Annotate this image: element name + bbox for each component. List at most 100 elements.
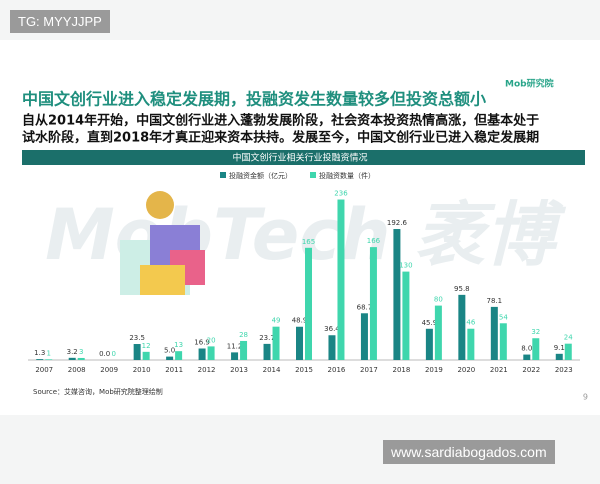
value-label: 166 [367,237,381,245]
bar [434,305,442,360]
illustration [120,191,205,295]
bar [425,328,433,360]
x-tick-label: 2012 [198,366,216,374]
page-number: 9 [583,393,588,402]
legend-swatch [310,172,316,178]
slide-title: 中国文创行业进入稳定发展期，投融资发生数量较多但投资总额小 [22,90,486,109]
x-tick-label: 2018 [392,366,410,374]
value-label: 16.9 [194,339,210,347]
value-label: 1 [47,349,51,357]
x-tick-label: 2008 [68,366,86,374]
value-label: 3.2 [67,348,78,356]
bar [166,356,174,360]
value-label: 3 [79,348,83,356]
bar [369,247,377,360]
value-label: 80 [434,296,443,304]
value-label: 0 [111,350,115,358]
value-label: 192.6 [387,219,408,227]
value-label: 23.7 [259,334,275,342]
value-label: 68.7 [357,303,373,311]
logo: Mob研究院 [505,78,554,90]
bar [296,326,303,360]
bar [499,323,507,360]
bar [142,351,150,360]
legend-label: 投融资金额（亿元） [229,171,292,180]
legend-label: 投融资数量（件） [319,171,375,180]
bar [393,229,401,360]
value-label: 95.8 [454,285,470,293]
x-tick-label: 2021 [490,366,508,374]
value-label: 23.5 [129,334,145,342]
x-tick-label: 2015 [295,366,313,374]
bar [272,326,280,360]
x-tick-label: 2023 [555,366,573,374]
x-tick-label: 2007 [35,366,53,374]
bar [305,247,312,360]
site-url: www.sardiabogados.com [383,440,555,464]
bar [458,294,466,360]
bar [198,348,206,360]
x-tick-label: 2022 [522,366,540,374]
bar [467,328,475,360]
value-label: 1.3 [34,349,45,357]
value-label: 12 [142,342,151,350]
legend-swatch [220,172,226,178]
bar [564,343,572,360]
bar [36,359,44,360]
value-label: 130 [399,262,412,270]
value-label: 49 [272,317,281,325]
x-tick-label: 2020 [457,366,475,374]
bar [263,343,271,360]
bar [337,199,345,360]
value-label: 46 [466,319,475,327]
x-tick-label: 2009 [100,366,118,374]
bar [523,354,531,360]
x-tick-label: 2017 [360,366,378,374]
x-tick-label: 2010 [133,366,151,374]
x-tick-label: 2014 [263,366,281,374]
subtitle-line: 试水阶段，直到2018年才真正迎来资本扶持。发展至今，中国文创行业已进入稳定发展… [22,130,539,146]
bar [175,351,183,360]
value-label: 78.1 [487,297,503,305]
bar [532,338,540,360]
x-tick-label: 2016 [328,366,346,374]
source: Source：艾媒咨询，Mob研究院整理绘制 [33,387,163,396]
bar [360,313,368,360]
x-tick-label: 2013 [230,366,248,374]
value-label: 8.0 [521,345,532,353]
value-label: 36.4 [324,325,340,333]
value-label: 13 [174,341,183,349]
value-label: 48.9 [292,317,308,325]
value-label: 45.9 [422,319,438,327]
bar [555,353,563,360]
bar [240,340,248,360]
bar [207,346,215,360]
bar [68,357,76,360]
value-label: 5.0 [164,347,175,355]
value-label: 11.2 [227,342,243,350]
bar [77,357,85,360]
value-label: 24 [564,334,573,342]
x-tick-label: 2011 [165,366,183,374]
value-label: 236 [334,190,348,198]
bar [328,335,336,360]
value-label: 54 [499,313,508,321]
value-label: 0.0 [99,350,110,358]
value-label: 20 [207,336,216,344]
bar [490,306,498,360]
chart-title: 中国文创行业相关行业投融资情况 [232,152,367,164]
bar [231,352,239,360]
subtitle-line: 自从2014年开始，中国文创行业进入蓬勃发展阶段，社会资本投资热情高涨，但基本处… [22,113,539,129]
value-label: 165 [302,238,315,246]
x-tick-label: 2019 [425,366,443,374]
chart-title-band [22,150,585,165]
bar [45,359,53,360]
value-label: 32 [531,328,540,336]
bar [133,344,141,360]
value-label: 9.1 [554,344,565,352]
tag: TG: MYYJJPP [10,10,110,33]
bar [402,271,410,360]
value-label: 28 [239,331,248,339]
